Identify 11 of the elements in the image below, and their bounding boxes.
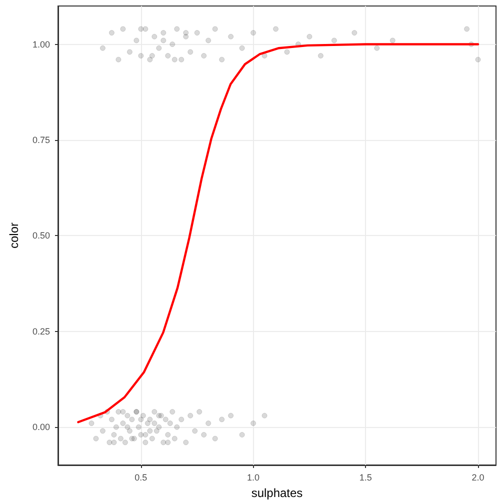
x-axis-title: sulphates: [251, 486, 303, 500]
y-axis-title: color: [7, 222, 21, 249]
x-tick-label: 1.5: [359, 472, 372, 482]
x-tick-label: 1.0: [247, 472, 260, 482]
y-tick-label: 0.00: [32, 422, 50, 432]
y-tick-label: 0.75: [32, 134, 50, 145]
x-tick-label: 2.0: [472, 472, 484, 482]
x-tick-label: 0.5: [134, 472, 148, 482]
y-tick-label: 1.00: [32, 39, 50, 50]
y-tick-label: 0.25: [32, 326, 50, 336]
y-tick-label: 0.50: [32, 230, 50, 241]
